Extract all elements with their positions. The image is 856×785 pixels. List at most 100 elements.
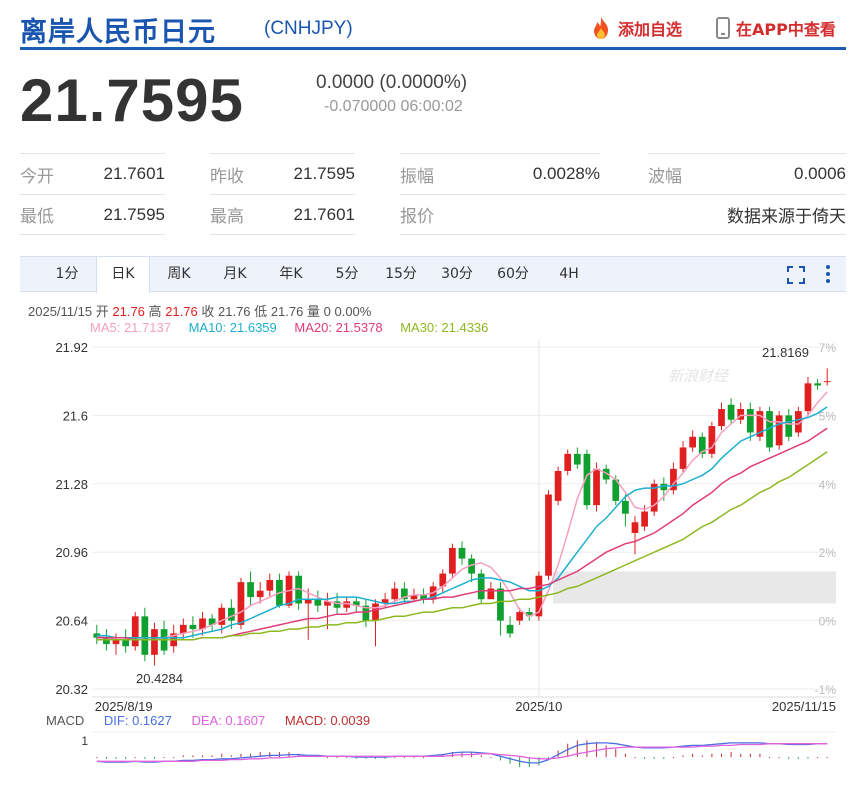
stat-label: 最高 [210, 207, 244, 227]
candle-body [545, 494, 552, 576]
y-tick-label: 20.32 [55, 682, 88, 697]
candle-body [237, 582, 245, 625]
current-price: 21.7595 [20, 67, 244, 134]
candle-body [602, 468, 610, 480]
macd-axis-label: 1 [81, 734, 88, 748]
candle-body [564, 453, 572, 471]
candle-body [314, 599, 322, 606]
candle-body [746, 408, 754, 433]
tab-5min[interactable]: 5分 [335, 266, 359, 282]
x-tick-label: 2025/8/19 [95, 699, 153, 714]
stat-label: 振幅 [400, 166, 434, 187]
y-tick-label: 21.6 [63, 408, 88, 423]
candle-body [593, 468, 600, 506]
ma-line-ma30 [96, 451, 828, 641]
tab-30min[interactable]: 30分 [441, 266, 473, 282]
candle-body [362, 605, 370, 621]
candle-body [804, 383, 812, 412]
tab-daily[interactable]: 日K [96, 257, 150, 293]
y-tick-label: 20.64 [55, 614, 88, 629]
candle-body [468, 558, 475, 574]
candle-body [583, 453, 591, 506]
kline-chart[interactable]: 21.92 7% 21.6 5% 21.28 4% 20.96 2% 20.64 0% 20.32 -… [0, 336, 856, 776]
ma-line-ma5 [96, 391, 828, 641]
info-open-label: 开 [95, 304, 109, 319]
x-tick-label: 2025/11/15 [772, 699, 836, 714]
candle-body [256, 590, 264, 598]
candle-body [506, 624, 514, 634]
candle-body [449, 547, 456, 574]
stat-high: 最高 21.7601 [210, 194, 355, 235]
period-tabs: 1分 日K 周K 月K 年K 5分 15分 30分 60分 4H [20, 256, 846, 293]
candle-body [766, 411, 773, 448]
candle-body [247, 582, 254, 598]
candle-body [400, 588, 408, 600]
info-vol-label: 量 [306, 304, 320, 319]
stat-label: 今开 [20, 166, 54, 187]
ma5-legend: MA5: 21.7137 [90, 320, 171, 335]
tab-weekly[interactable]: 周K [167, 266, 191, 282]
info-low: 21.76 [270, 304, 304, 319]
candle-body [381, 599, 389, 604]
max-annotation: 21.8169 [762, 345, 809, 360]
macd-legend: MACD DIF: 0.1627 DEA: 0.1607 MACD: 0.003… [46, 713, 386, 728]
candle-body [775, 415, 783, 446]
candle-body [670, 468, 677, 491]
candle-body [737, 408, 745, 420]
macd-title: MACD [46, 713, 85, 728]
candle-body [727, 404, 735, 420]
candle-body [814, 383, 821, 386]
candle-body [487, 588, 495, 600]
more-menu-icon[interactable] [824, 263, 832, 285]
info-open: 21.76 [112, 304, 145, 319]
fullscreen-icon[interactable] [786, 265, 806, 285]
y-tick-label: 21.92 [55, 340, 88, 355]
candle-body [304, 599, 312, 604]
candle-body [324, 601, 331, 606]
candle-body [189, 624, 197, 630]
tab-60min[interactable]: 60分 [497, 266, 529, 282]
candle-body [795, 411, 802, 433]
stat-label: 波幅 [648, 166, 682, 187]
stat-value: 21.7595 [293, 164, 355, 183]
ma-legend: MA5: 21.7137 MA10: 21.6359 MA20: 21.5378… [90, 320, 502, 335]
macd-dif-line [96, 742, 828, 764]
candle-body [497, 588, 504, 621]
tab-monthly[interactable]: 月K [223, 266, 247, 282]
ma20-legend: MA20: 21.5378 [294, 320, 383, 335]
info-close: 21.76 [218, 304, 251, 319]
candle-body [343, 601, 351, 608]
candle-body [660, 483, 668, 491]
watermark: 新浪财经 [668, 368, 730, 385]
candle-body [391, 588, 399, 600]
tab-yearly[interactable]: 年K [279, 266, 303, 282]
phone-icon [716, 17, 730, 39]
tab-15min[interactable]: 15分 [385, 266, 417, 282]
candle-body [410, 594, 418, 600]
stat-prev-close: 昨收 21.7595 [210, 153, 355, 194]
info-pct: 0.00% [334, 304, 372, 319]
candle-body [333, 601, 341, 608]
stat-value: 21.7601 [293, 204, 355, 224]
candle-body [622, 500, 629, 514]
info-close-label: 收 [201, 304, 215, 319]
macd-dea-line [96, 743, 828, 762]
info-low-label: 低 [254, 304, 268, 319]
add-watchlist-button[interactable]: 添加自选 [590, 16, 682, 40]
info-vol: 0 [323, 304, 331, 319]
symbol-code: (CNHJPY) [264, 18, 353, 39]
tab-1min[interactable]: 1分 [55, 266, 79, 282]
header-bar: 离岸人民币日元 (CNHJPY) 添加自选 在APP中查看 [20, 8, 846, 50]
candle-body [208, 618, 216, 625]
highlight-band [553, 571, 836, 604]
info-date: 2025/11/15 [28, 304, 93, 319]
candle-body [535, 575, 543, 617]
tab-4h[interactable]: 4H [559, 266, 579, 282]
stat-value: 0.0028% [532, 164, 600, 183]
candle-body [679, 447, 687, 469]
candle-body [295, 575, 302, 604]
stat-amplitude: 振幅 0.0028% [400, 153, 600, 194]
info-high: 21.76 [165, 304, 198, 319]
candle-body [650, 483, 658, 512]
open-in-app-button[interactable]: 在APP中查看 [716, 16, 836, 40]
